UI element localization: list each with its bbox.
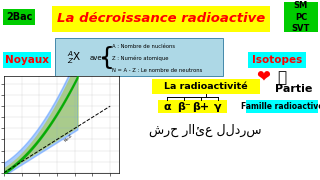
FancyBboxPatch shape (246, 100, 318, 113)
FancyBboxPatch shape (3, 9, 35, 25)
Text: $^{A}_{Z}$X: $^{A}_{Z}$X (67, 50, 81, 66)
FancyBboxPatch shape (55, 38, 223, 76)
Text: avec: avec (90, 55, 107, 61)
FancyBboxPatch shape (3, 52, 51, 68)
FancyBboxPatch shape (52, 6, 270, 32)
Text: La radioactivité: La radioactivité (164, 82, 248, 91)
Text: 2Bac: 2Bac (6, 12, 32, 22)
FancyBboxPatch shape (209, 100, 227, 113)
FancyBboxPatch shape (192, 100, 210, 113)
FancyBboxPatch shape (152, 79, 260, 94)
Text: 👍: 👍 (277, 71, 287, 86)
Text: β⁻: β⁻ (177, 102, 191, 111)
Text: Famille radioactive: Famille radioactive (241, 102, 320, 111)
Text: Isotopes: Isotopes (252, 55, 302, 65)
FancyBboxPatch shape (284, 2, 318, 32)
Text: La décroissance radioactive: La décroissance radioactive (57, 12, 265, 26)
Text: Noyaux: Noyaux (5, 55, 49, 65)
Text: β+: β+ (192, 102, 210, 111)
Text: ❤: ❤ (256, 68, 270, 86)
Text: شرح راائع للدرس: شرح راائع للدرس (149, 123, 261, 137)
Text: {: { (99, 46, 115, 70)
Text: A : Nombre de nucléons: A : Nombre de nucléons (112, 44, 175, 48)
Text: Partie  1: Partie 1 (275, 84, 320, 94)
Text: Z : Numéro atomique: Z : Numéro atomique (112, 55, 169, 61)
Text: N=Z: N=Z (64, 133, 74, 143)
Text: α: α (163, 102, 171, 111)
Text: SM
PC
SVT: SM PC SVT (292, 1, 310, 33)
Text: γ: γ (214, 102, 222, 111)
FancyBboxPatch shape (248, 52, 306, 68)
FancyBboxPatch shape (158, 100, 176, 113)
Text: N = A - Z : Le nombre de neutrons: N = A - Z : Le nombre de neutrons (112, 68, 202, 73)
FancyBboxPatch shape (175, 100, 193, 113)
